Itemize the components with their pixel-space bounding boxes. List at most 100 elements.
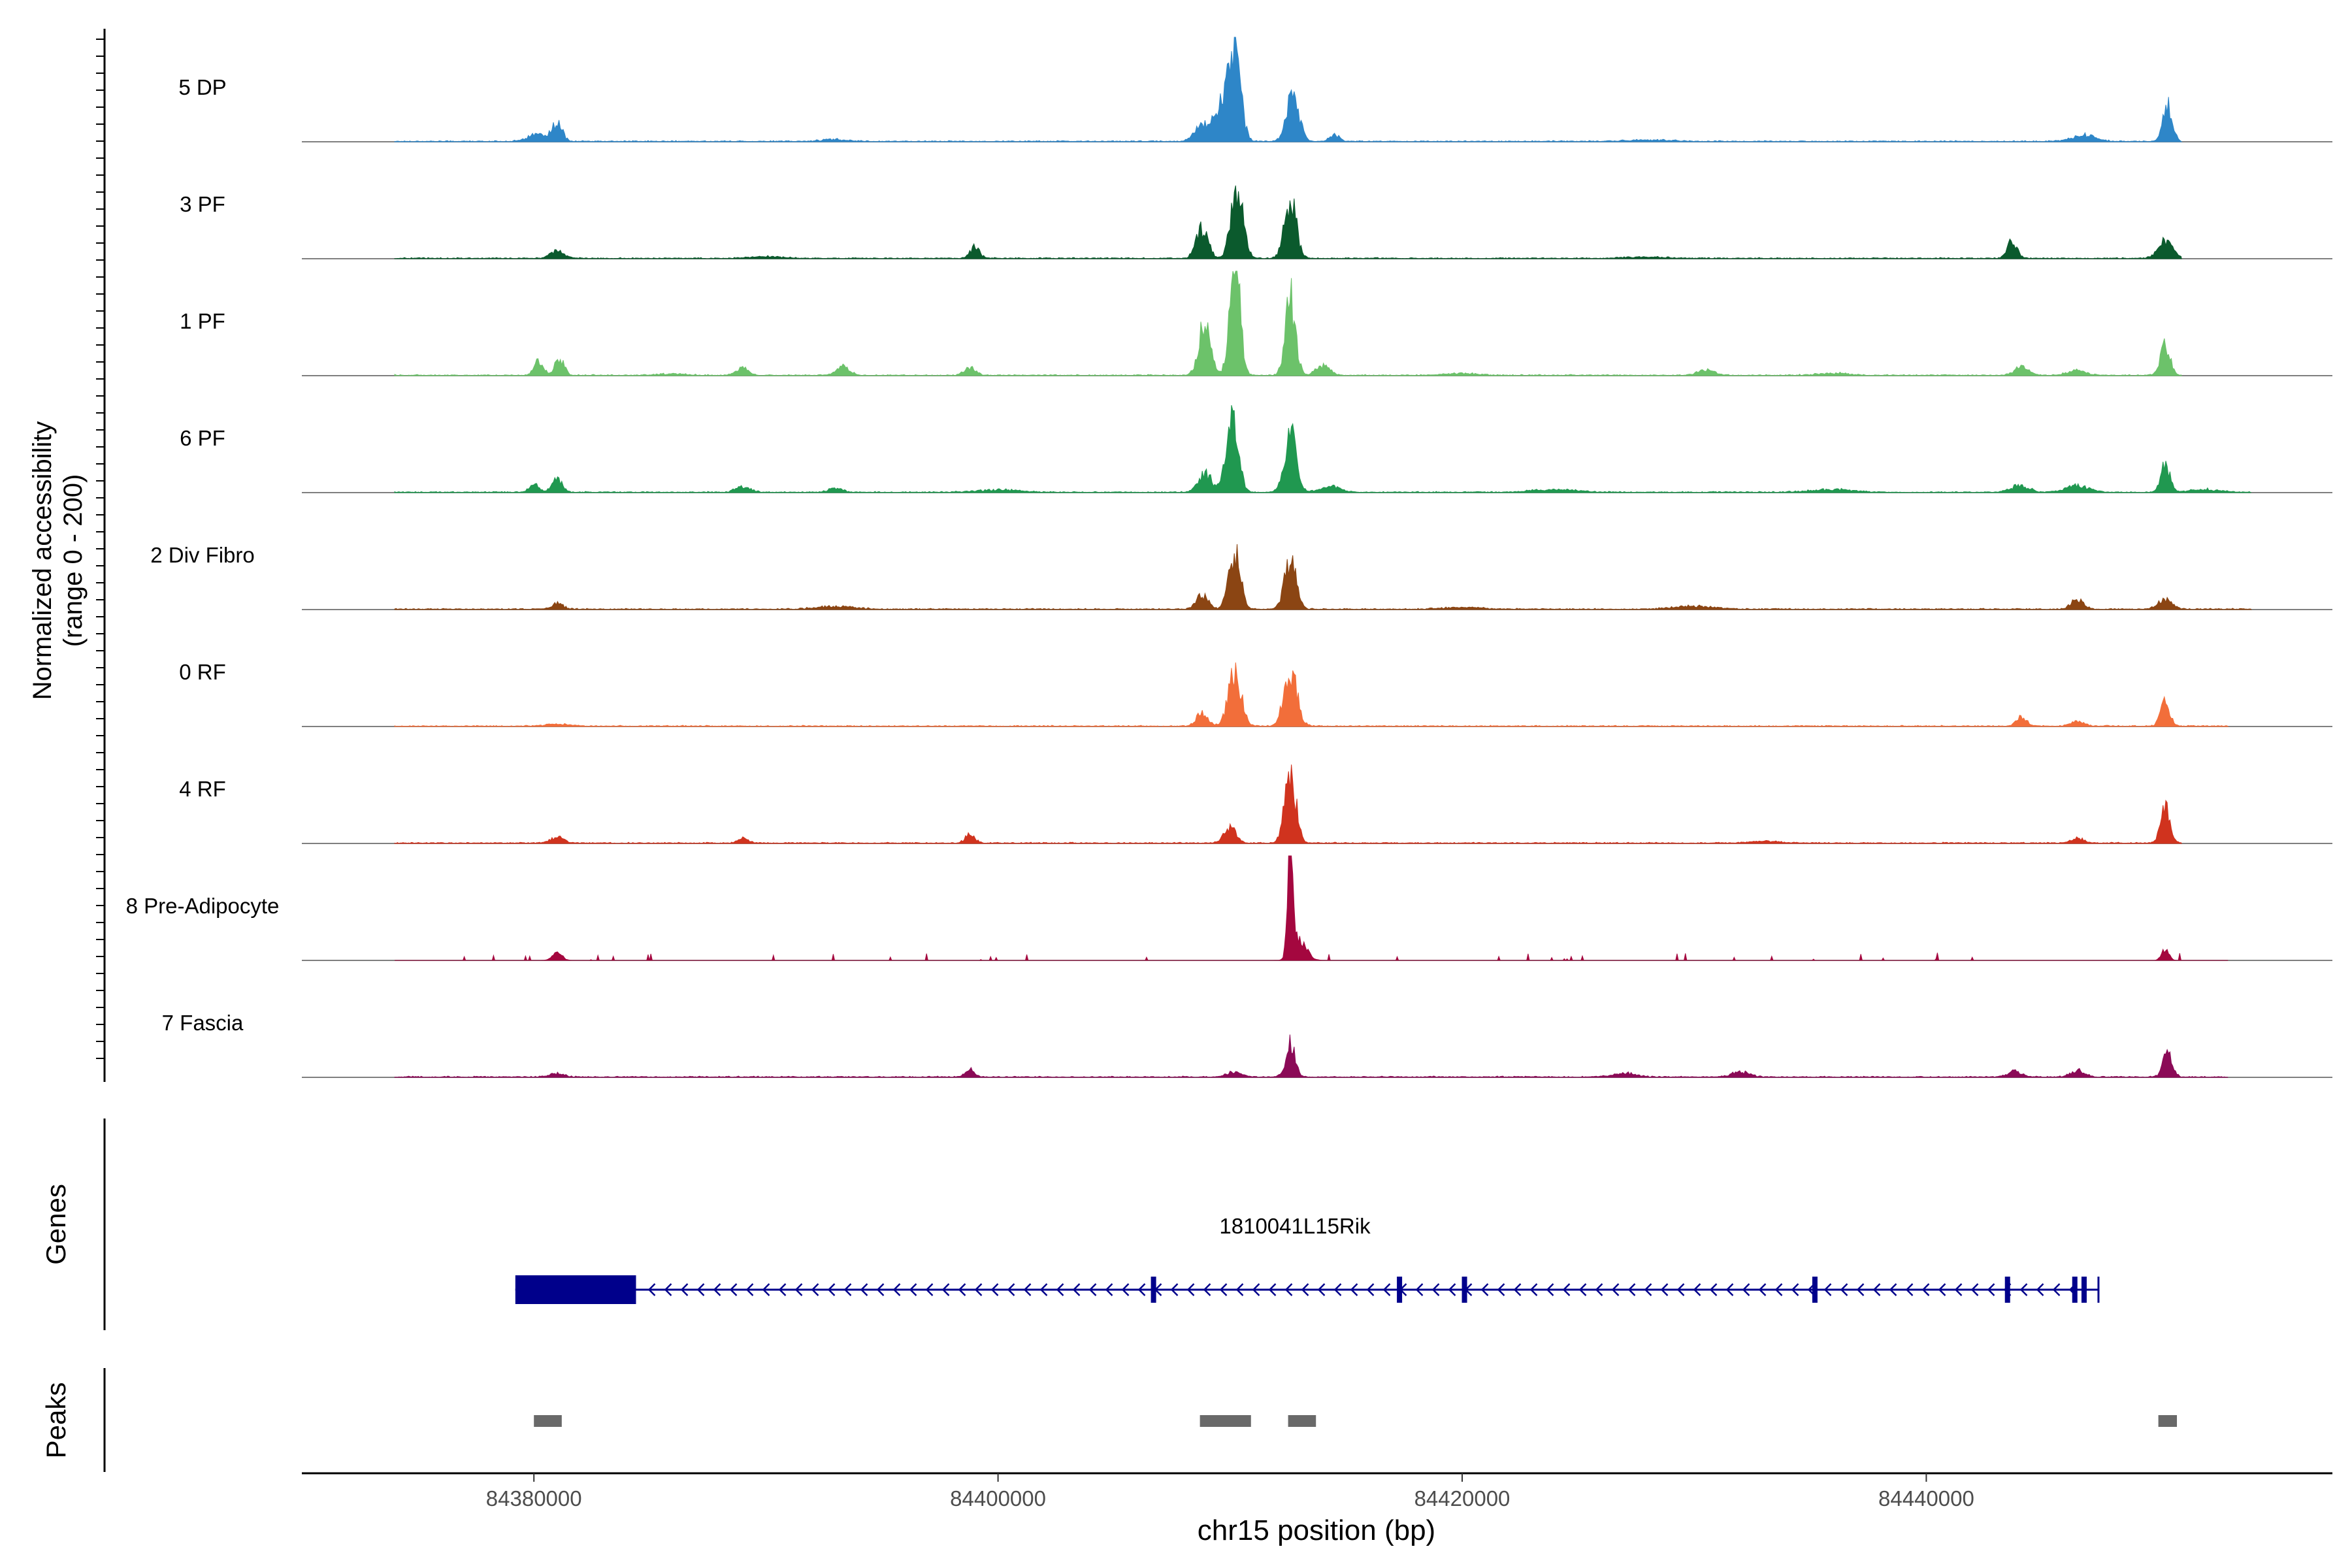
strand-arrow bbox=[1840, 1283, 1848, 1296]
track-label: 4 RF bbox=[179, 777, 226, 801]
strand-arrow bbox=[1611, 1283, 1620, 1296]
coverage-track: 4 RF bbox=[179, 764, 2332, 844]
strand-arrow bbox=[941, 1283, 950, 1296]
strand-arrow bbox=[1252, 1283, 1260, 1296]
coverage-track: 8 Pre-Adipocyte bbox=[126, 855, 2332, 961]
track-label: 8 Pre-Adipocyte bbox=[126, 894, 280, 918]
strand-arrow bbox=[1742, 1283, 1750, 1296]
strand-arrow bbox=[1889, 1283, 1897, 1296]
strand-arrow bbox=[958, 1283, 966, 1296]
coverage-area bbox=[394, 270, 2182, 376]
strand-arrow bbox=[1105, 1283, 1113, 1296]
strand-arrow bbox=[1725, 1283, 1734, 1296]
strand-arrow bbox=[876, 1283, 885, 1296]
strand-arrow bbox=[974, 1283, 983, 1296]
strand-arrow bbox=[1905, 1283, 1914, 1296]
strand-arrow bbox=[1431, 1283, 1440, 1296]
track-label: 0 RF bbox=[179, 660, 226, 684]
strand-arrow bbox=[1137, 1283, 1146, 1296]
x-axis: 84380000 84400000 84420000 84440000 chr15 p… bbox=[302, 1472, 2332, 1546]
strand-arrow bbox=[1350, 1283, 1358, 1296]
coverage-area bbox=[394, 185, 2182, 259]
strand-arrow bbox=[1235, 1283, 1244, 1296]
y-axis-label-line1: Normalized accessibility bbox=[28, 421, 57, 700]
coverage-area bbox=[394, 405, 2251, 493]
strand-arrow bbox=[1219, 1283, 1228, 1296]
strand-arrow bbox=[762, 1283, 770, 1296]
strand-arrow bbox=[729, 1283, 738, 1296]
coverage-track: 5 DP bbox=[178, 37, 2332, 142]
strand-arrow bbox=[1023, 1283, 1032, 1296]
strand-arrow bbox=[664, 1283, 672, 1296]
strand-arrow bbox=[1970, 1283, 1979, 1296]
coverage-area bbox=[394, 544, 2252, 610]
coverage-track: 7 Fascia bbox=[162, 1011, 2332, 1078]
strand-arrow bbox=[1268, 1283, 1277, 1296]
strand-arrow bbox=[990, 1283, 999, 1296]
strand-arrow bbox=[811, 1283, 819, 1296]
strand-arrow bbox=[1317, 1283, 1326, 1296]
coverage-area bbox=[394, 1034, 2229, 1078]
strand-arrow bbox=[1595, 1283, 1603, 1296]
strand-arrow bbox=[1578, 1283, 1587, 1296]
strand-arrow bbox=[778, 1283, 787, 1296]
strand-arrow bbox=[1758, 1283, 1767, 1296]
strand-arrow bbox=[680, 1283, 689, 1296]
track-label: 7 Fascia bbox=[162, 1011, 244, 1035]
strand-arrow bbox=[1954, 1283, 1963, 1296]
strand-arrow bbox=[1693, 1283, 1701, 1296]
strand-arrow bbox=[909, 1283, 917, 1296]
gene-utr-block bbox=[515, 1275, 636, 1304]
strand-arrow bbox=[860, 1283, 868, 1296]
strand-arrow bbox=[1056, 1283, 1064, 1296]
strand-arrow bbox=[1938, 1283, 1946, 1296]
genes-panel: Genes 1810041L15Rik bbox=[41, 1119, 2100, 1330]
strand-arrow bbox=[1921, 1283, 1930, 1296]
x-ticks: 84380000 84400000 84420000 84440000 bbox=[486, 1473, 1974, 1511]
coverage-area bbox=[394, 37, 2183, 142]
coverage-area bbox=[395, 855, 2229, 961]
strand-arrow bbox=[1301, 1283, 1309, 1296]
coverage-track: 6 PF bbox=[180, 405, 2332, 493]
strand-arrow bbox=[1480, 1283, 1489, 1296]
gene-model bbox=[515, 1275, 2100, 1304]
gene-exon bbox=[1812, 1277, 1818, 1303]
strand-arrow bbox=[1791, 1283, 1799, 1296]
peak-region bbox=[1288, 1415, 1316, 1427]
x-axis-label: chr15 position (bp) bbox=[1198, 1514, 1435, 1546]
strand-arrow bbox=[745, 1283, 754, 1296]
strand-arrow bbox=[1007, 1283, 1015, 1296]
gene-name-label: 1810041L15Rik bbox=[1219, 1214, 1371, 1238]
x-tick-label: 84380000 bbox=[486, 1486, 582, 1511]
strand-arrow bbox=[713, 1283, 721, 1296]
coverage-track: 1 PF bbox=[180, 270, 2332, 376]
genes-panel-label: Genes bbox=[41, 1184, 71, 1265]
gene-exon bbox=[1151, 1277, 1156, 1303]
track-label: 5 DP bbox=[178, 75, 226, 99]
coverage-y-axis: Normalized accessibility (range 0 - 200) bbox=[28, 29, 106, 1082]
gene-exon bbox=[2081, 1277, 2087, 1303]
track-label: 2 Div Fibro bbox=[150, 543, 255, 567]
strand-arrow bbox=[2019, 1283, 2028, 1296]
strand-arrow bbox=[1644, 1283, 1652, 1296]
peak-region bbox=[534, 1415, 562, 1427]
strand-arrow bbox=[1513, 1283, 1522, 1296]
strand-arrow bbox=[1072, 1283, 1081, 1296]
strand-arrow bbox=[1546, 1283, 1554, 1296]
strand-arrow bbox=[1709, 1283, 1718, 1296]
strand-arrow bbox=[1872, 1283, 1881, 1296]
strand-arrow bbox=[843, 1283, 852, 1296]
strand-arrow bbox=[1448, 1283, 1456, 1296]
peak-region bbox=[2158, 1415, 2178, 1427]
strand-arrow bbox=[2052, 1283, 2061, 1296]
coverage-track: 2 Div Fibro bbox=[150, 543, 2332, 610]
gene-exon bbox=[1462, 1277, 1467, 1303]
coverage-area bbox=[394, 662, 2229, 727]
strand-arrow bbox=[1186, 1283, 1195, 1296]
coverage-track: 3 PF bbox=[180, 185, 2332, 259]
strand-arrow bbox=[1088, 1283, 1097, 1296]
gene-exon bbox=[2004, 1277, 2010, 1303]
strand-arrow bbox=[696, 1283, 705, 1296]
gene-exon bbox=[1397, 1277, 1403, 1303]
